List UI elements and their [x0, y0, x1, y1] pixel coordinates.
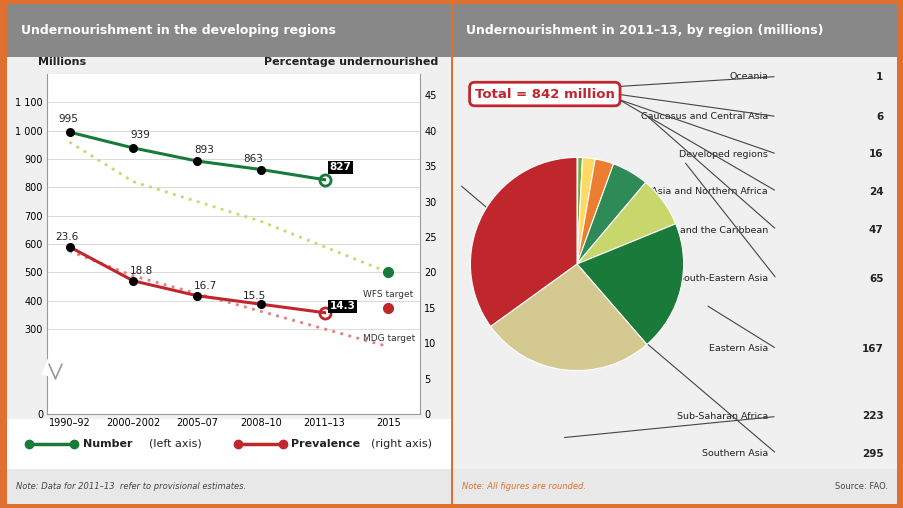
Text: Eastern Asia: Eastern Asia	[708, 344, 768, 354]
Text: WFS target: WFS target	[362, 290, 413, 299]
Text: 16.7: 16.7	[193, 281, 217, 291]
Text: 16: 16	[868, 149, 882, 159]
Text: Note: Data for 2011–13  refer to provisional estimates.: Note: Data for 2011–13 refer to provisio…	[16, 482, 246, 491]
Text: Undernourishment in the developing regions: Undernourishment in the developing regio…	[21, 24, 335, 37]
Bar	[7, 469, 451, 504]
Text: Latin America and the Caribbean: Latin America and the Caribbean	[610, 226, 768, 235]
Text: Undernourishment in 2011–13, by region (millions): Undernourishment in 2011–13, by region (…	[465, 24, 823, 37]
Text: Total = 842 million: Total = 842 million	[474, 87, 614, 101]
Text: 6: 6	[875, 112, 882, 121]
Text: Percentage undernourished: Percentage undernourished	[264, 56, 438, 67]
Bar	[452, 469, 896, 504]
Text: Southern Asia: Southern Asia	[701, 450, 768, 458]
Text: 167: 167	[861, 344, 882, 354]
Text: 15.5: 15.5	[243, 291, 265, 301]
Text: Number: Number	[83, 439, 132, 449]
Text: 65: 65	[868, 274, 882, 284]
Text: 14.3: 14.3	[330, 301, 355, 311]
Text: 223: 223	[861, 411, 882, 422]
Text: Millions: Millions	[38, 56, 87, 67]
Text: Prevalence: Prevalence	[291, 439, 360, 449]
Text: 295: 295	[861, 449, 882, 459]
Text: 23.6: 23.6	[55, 232, 79, 242]
Bar	[452, 4, 896, 56]
Text: Oceania: Oceania	[729, 72, 768, 81]
Text: Caucasus and Central Asia: Caucasus and Central Asia	[640, 112, 768, 121]
Text: Western Asia and Northern Africa: Western Asia and Northern Africa	[609, 187, 768, 196]
Text: 24: 24	[868, 186, 882, 197]
Text: 1: 1	[875, 72, 882, 82]
Bar	[7, 4, 451, 56]
Bar	[7, 419, 451, 469]
Text: (right axis): (right axis)	[371, 439, 432, 449]
Text: Note: All figures are rounded.: Note: All figures are rounded.	[461, 482, 585, 491]
Text: MDG target: MDG target	[362, 334, 414, 343]
Text: Developed regions: Developed regions	[678, 149, 768, 158]
Text: 18.8: 18.8	[130, 266, 154, 276]
Text: Sub-Saharan Africa: Sub-Saharan Africa	[676, 412, 768, 421]
Text: South-Eastern Asia: South-Eastern Asia	[677, 274, 768, 283]
Text: 47: 47	[868, 225, 882, 235]
Text: Source: FAO.: Source: FAO.	[834, 482, 887, 491]
Text: (left axis): (left axis)	[149, 439, 202, 449]
